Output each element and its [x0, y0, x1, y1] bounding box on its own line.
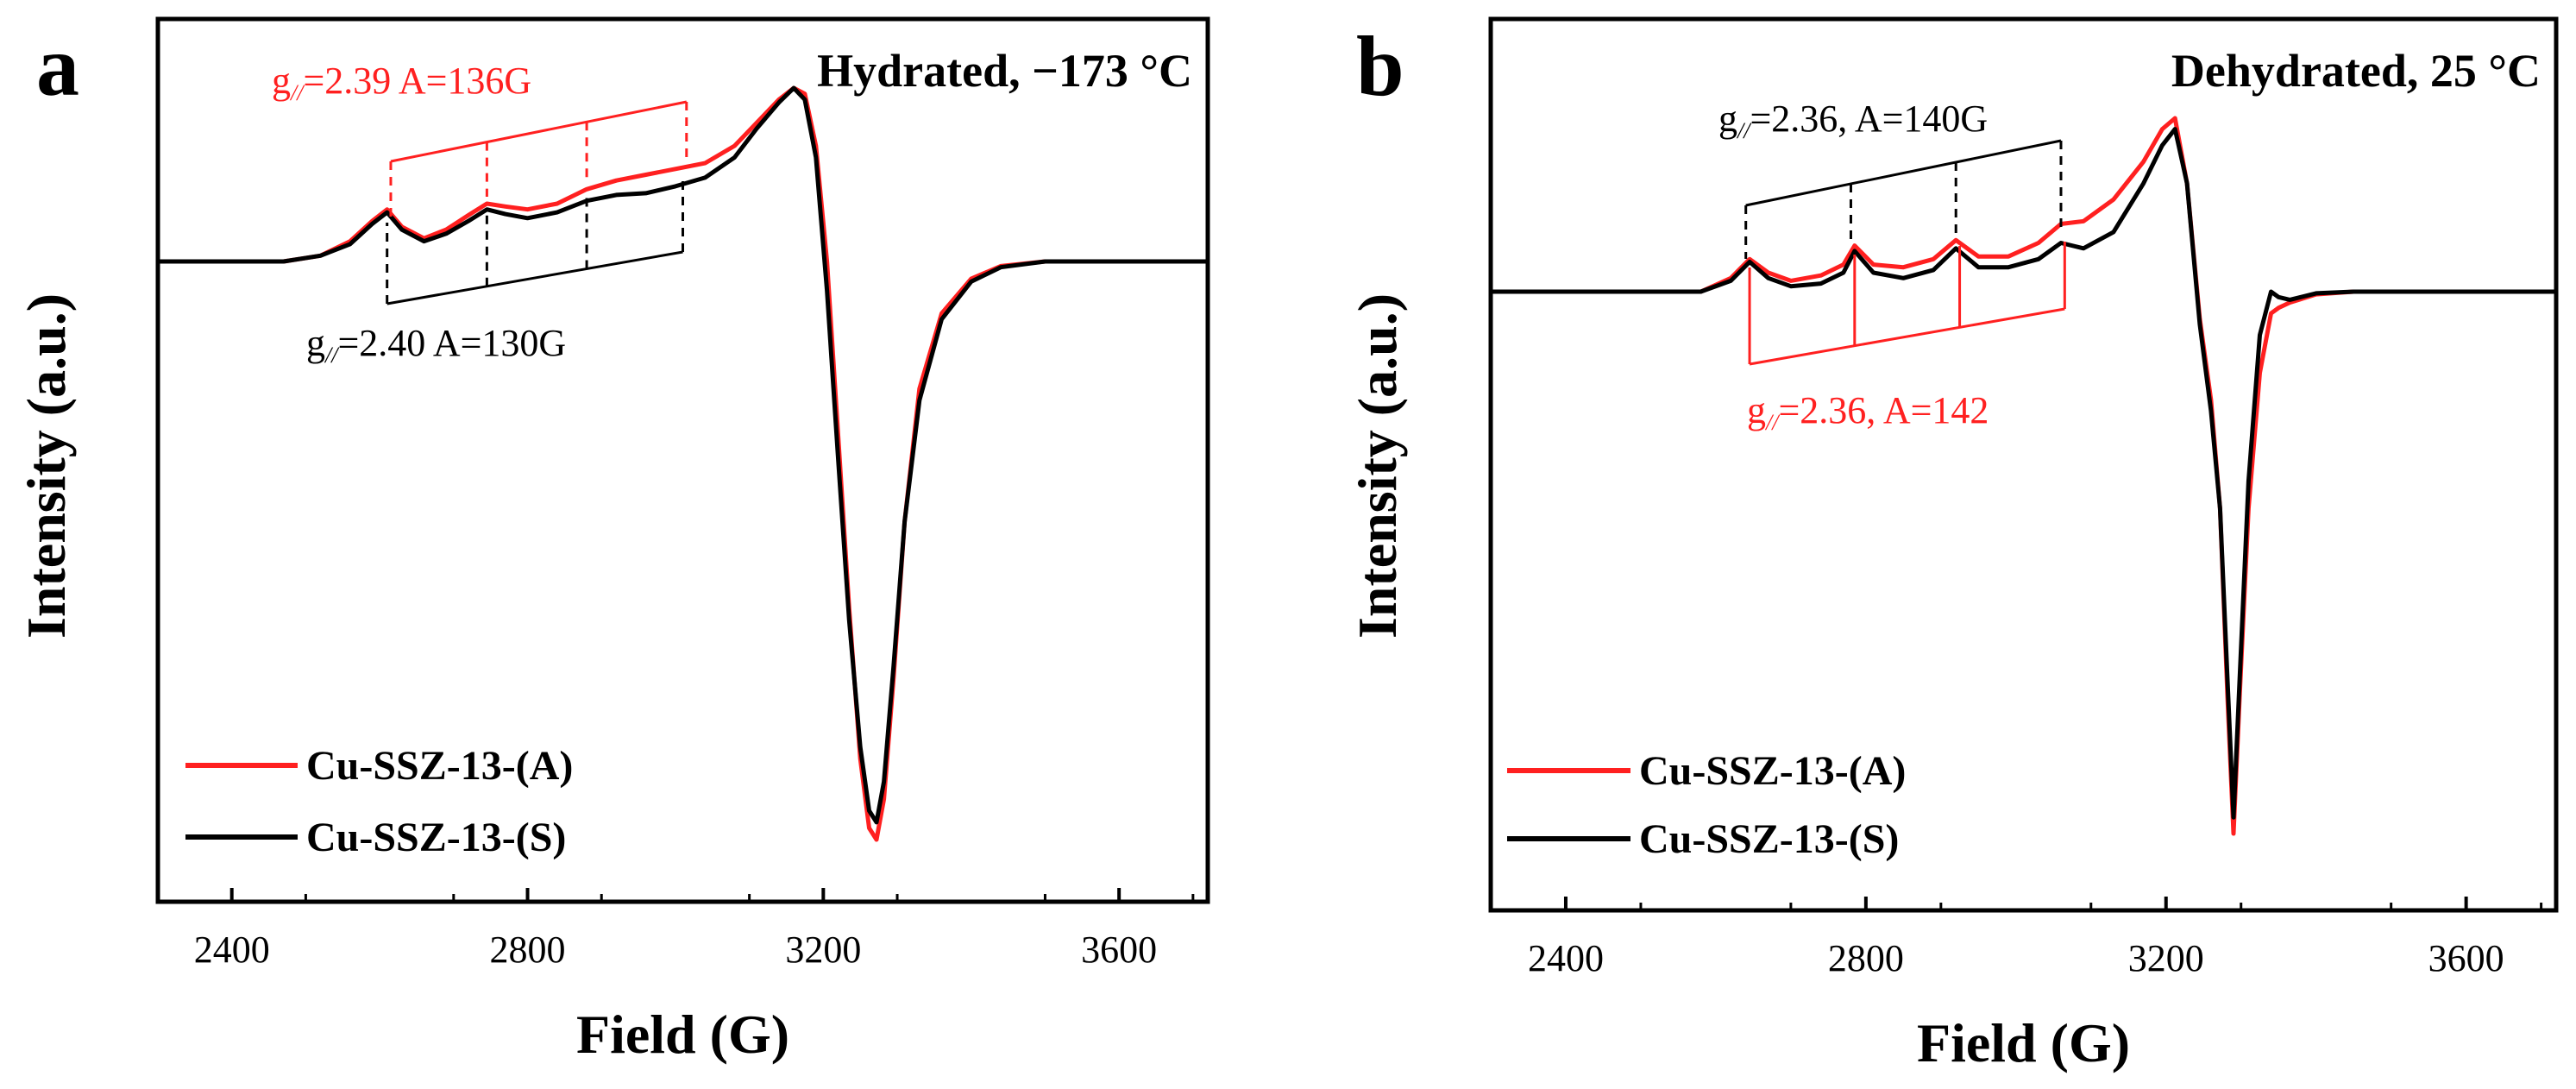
black-annotation-rest: =2.36, A=140G — [1750, 98, 1988, 140]
series-line-1 — [158, 85, 1208, 825]
x-tick-label: 2400 — [194, 928, 270, 971]
red-bracket-bar — [1749, 307, 2065, 366]
red-annotation-g: g — [1747, 389, 1766, 431]
panel-label: a — [36, 18, 79, 114]
y-axis-label: Intensity (a.u.) — [1347, 293, 1408, 639]
chart-panel-b: 2400 2800 3200 3600 Field (G) Intensity (a.u.… — [1347, 16, 2559, 1073]
x-tick-label: 2800 — [1828, 937, 1904, 979]
chart-panel-a: 2400 2800 3200 3600 Field (G) Intensity (a.u.… — [16, 16, 1210, 1065]
chart-title: Dehydrated, 25 °C — [2171, 45, 2541, 97]
red-annotation-sub: // — [1764, 410, 1781, 435]
series-line-1 — [1491, 127, 2556, 820]
black-annotation-g: g — [306, 322, 325, 364]
legend-label-1: Cu-SSZ-13-(S) — [306, 815, 566, 860]
chart-title: Hydrated, −173 °C — [817, 45, 1192, 97]
red-annotation: g//=2.39 A=136G — [272, 60, 531, 105]
y-axis-label: Intensity (a.u.) — [16, 293, 77, 639]
legend: Cu-SSZ-13-(A) Cu-SSZ-13-(S) — [185, 743, 573, 860]
legend-label-0: Cu-SSZ-13-(A) — [306, 743, 573, 789]
black-annotation-sub: // — [1736, 118, 1752, 143]
panel-label: b — [1356, 18, 1404, 114]
x-axis-label: Field (G) — [576, 1004, 789, 1065]
plot-frame — [1488, 16, 2559, 913]
black-annotation: g//=2.36, A=140G — [1718, 98, 1988, 143]
x-tick-label: 2400 — [1528, 937, 1604, 979]
black-bracket-bar — [386, 250, 683, 305]
legend: Cu-SSZ-13-(A) Cu-SSZ-13-(S) — [1507, 748, 1906, 862]
x-tick-label: 3600 — [1081, 928, 1157, 971]
black-bracket-bar — [1745, 139, 2062, 207]
black-annotation-g: g — [1718, 98, 1737, 140]
black-annotation: g//=2.40 A=130G — [306, 322, 566, 368]
red-annotation-rest: =2.39 A=136G — [303, 60, 531, 102]
legend-label-1: Cu-SSZ-13-(S) — [1639, 816, 1899, 862]
red-annotation-sub: // — [289, 80, 305, 105]
red-annotation-g: g — [272, 60, 291, 102]
x-tick-label: 3200 — [785, 928, 861, 971]
x-axis-label: Field (G) — [1917, 1012, 2130, 1073]
red-annotation-rest: =2.36, A=142 — [1778, 389, 1989, 431]
black-annotation-rest: =2.40 A=130G — [337, 322, 566, 364]
series-line-0 — [1491, 116, 2556, 836]
red-bracket-bar — [390, 100, 688, 163]
legend-label-0: Cu-SSZ-13-(A) — [1639, 748, 1906, 794]
plot-frame — [155, 16, 1210, 904]
x-tick-label: 3200 — [2128, 937, 2204, 979]
red-annotation: g//=2.36, A=142 — [1747, 389, 1989, 435]
x-tick-label: 2800 — [490, 928, 566, 971]
x-tick-label: 3600 — [2428, 937, 2504, 979]
black-annotation-sub: // — [324, 343, 340, 368]
